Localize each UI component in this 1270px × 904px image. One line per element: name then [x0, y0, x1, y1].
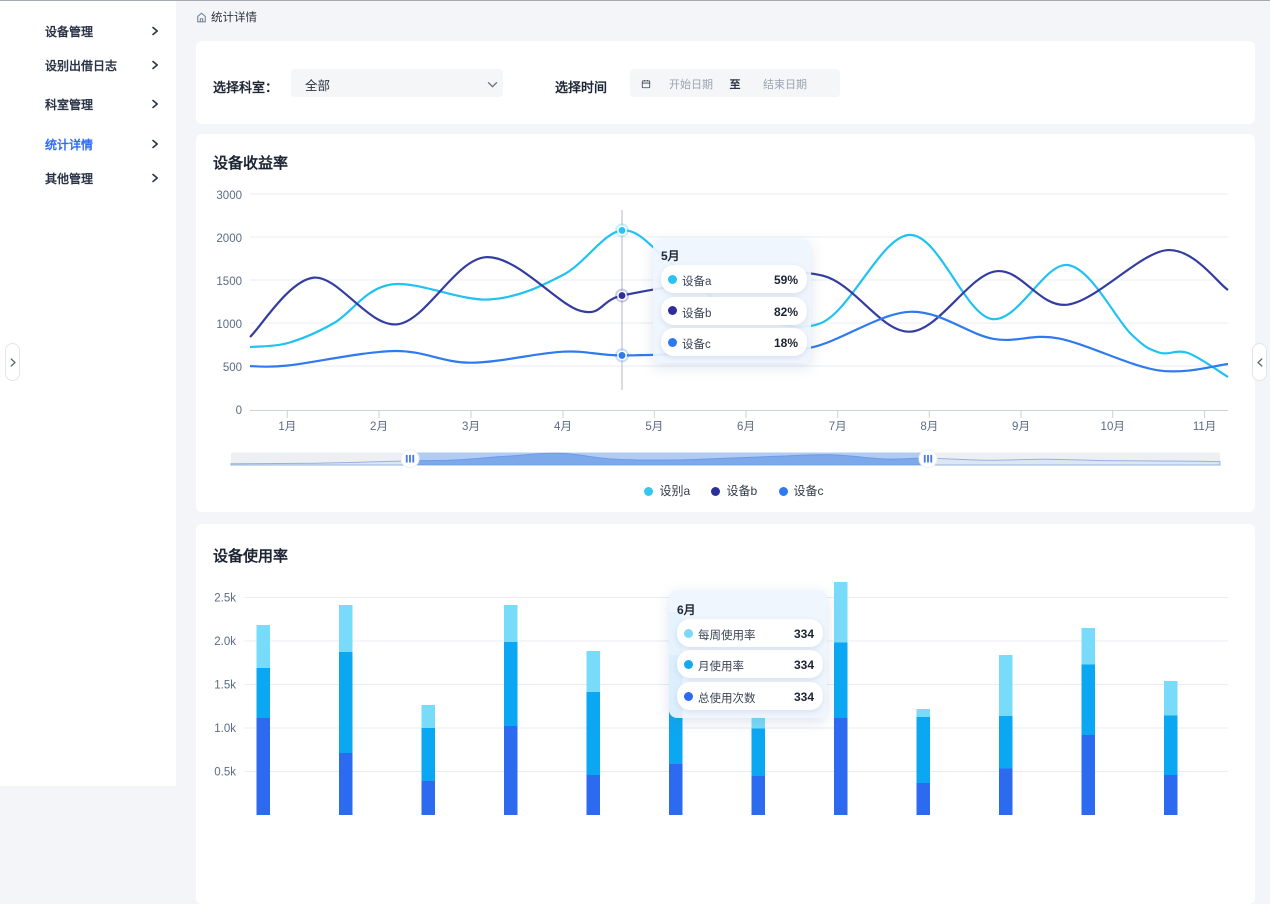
svg-text:2.0k: 2.0k	[214, 636, 236, 648]
svg-text:2000: 2000	[216, 233, 242, 245]
svg-text:1500: 1500	[216, 276, 242, 288]
svg-text:3000: 3000	[216, 190, 242, 202]
svg-text:1.5k: 1.5k	[214, 680, 236, 692]
svg-text:0: 0	[236, 405, 242, 417]
svg-text:6月: 6月	[737, 421, 755, 433]
svg-text:9月: 9月	[1012, 421, 1030, 433]
svg-text:11月: 11月	[1193, 421, 1216, 433]
svg-text:4月: 4月	[554, 421, 572, 433]
svg-text:2.5k: 2.5k	[214, 593, 236, 605]
svg-text:500: 500	[223, 362, 242, 374]
svg-text:0.5k: 0.5k	[214, 767, 236, 779]
svg-text:7月: 7月	[829, 421, 847, 433]
svg-text:1000: 1000	[216, 319, 242, 331]
svg-text:8月: 8月	[920, 421, 938, 433]
svg-text:5月: 5月	[645, 421, 663, 433]
svg-text:1月: 1月	[278, 421, 296, 433]
svg-text:10月: 10月	[1101, 421, 1125, 433]
svg-text:2月: 2月	[370, 421, 388, 433]
svg-text:1.0k: 1.0k	[214, 723, 236, 735]
svg-text:3月: 3月	[462, 421, 480, 433]
